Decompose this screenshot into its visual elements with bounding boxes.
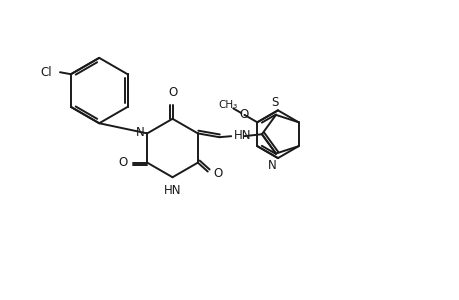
Text: CH₃: CH₃ [218,100,237,110]
Text: N: N [135,126,144,140]
Text: O: O [168,86,177,100]
Text: O: O [239,108,248,121]
Text: S: S [271,97,278,110]
Text: HN: HN [234,129,251,142]
Text: HN: HN [163,184,181,197]
Text: N: N [267,159,276,172]
Text: Cl: Cl [40,66,52,79]
Text: O: O [118,156,128,169]
Text: O: O [213,167,223,180]
